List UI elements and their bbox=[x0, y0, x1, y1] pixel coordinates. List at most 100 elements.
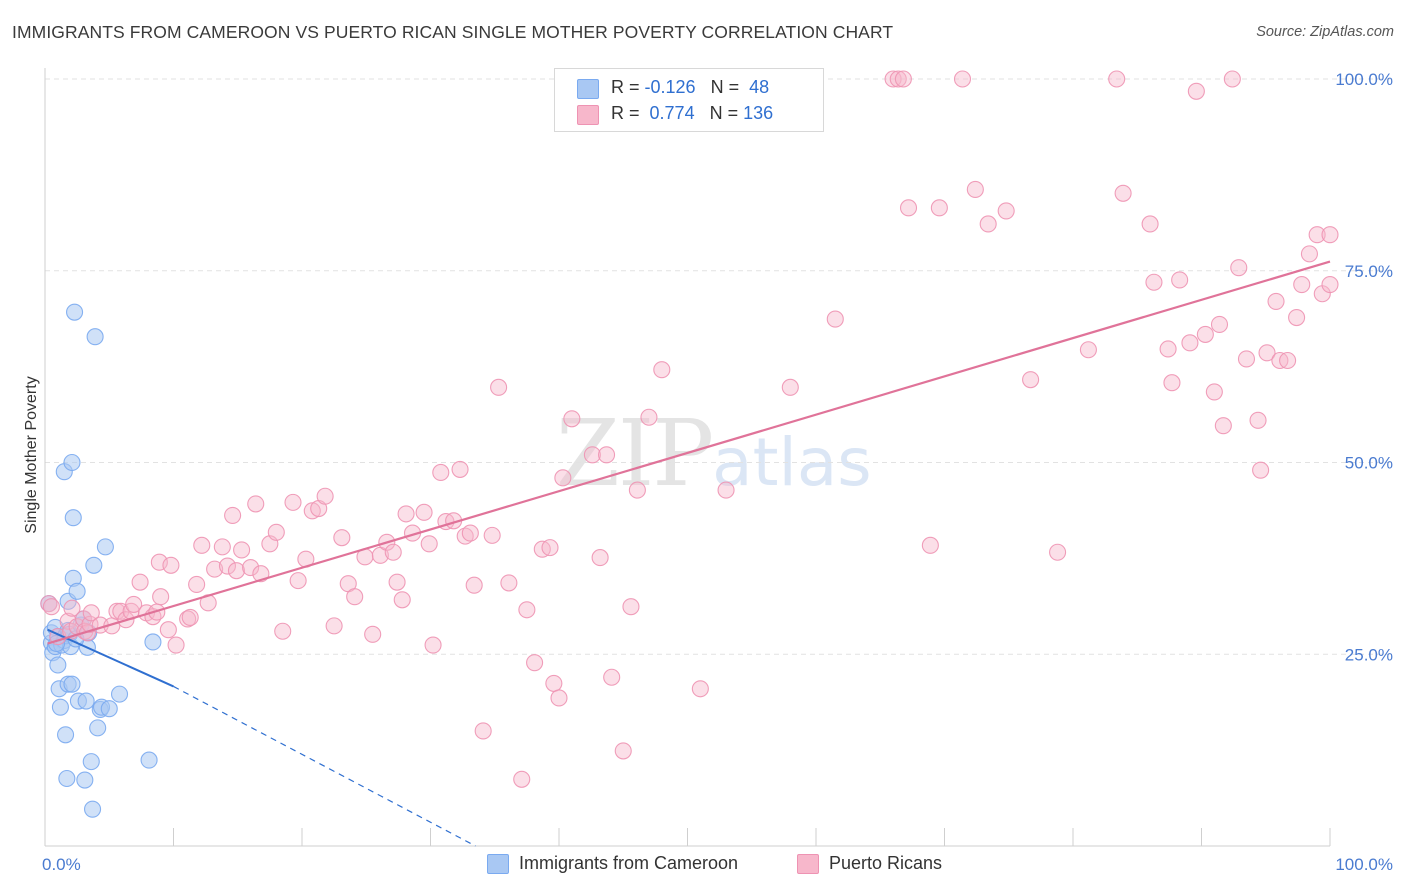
point-puerto-rican bbox=[550, 689, 568, 707]
bottom-legend-label: Puerto Ricans bbox=[829, 853, 943, 873]
point-puerto-rican bbox=[1187, 82, 1205, 100]
point-puerto-rican bbox=[247, 495, 265, 513]
trend-line-cameroon bbox=[47, 628, 174, 688]
point-puerto-rican bbox=[384, 543, 402, 561]
point-cameroon bbox=[76, 771, 94, 789]
point-puerto-rican bbox=[181, 608, 199, 626]
point-puerto-rican bbox=[513, 770, 531, 788]
point-puerto-rican bbox=[597, 446, 616, 464]
point-puerto-rican bbox=[432, 463, 450, 482]
point-puerto-rican bbox=[224, 506, 242, 524]
point-puerto-rican bbox=[921, 536, 939, 554]
point-puerto-rican bbox=[465, 576, 483, 594]
point-puerto-rican bbox=[1267, 292, 1285, 310]
point-puerto-rican bbox=[42, 598, 60, 616]
point-puerto-rican bbox=[333, 529, 351, 547]
point-puerto-rican bbox=[603, 668, 621, 686]
point-puerto-rican bbox=[1300, 245, 1318, 263]
point-cameroon bbox=[64, 509, 82, 527]
point-puerto-rican bbox=[1223, 70, 1241, 88]
legend-n-value: 136 bbox=[743, 103, 774, 123]
point-puerto-rican bbox=[1159, 340, 1177, 358]
point-puerto-rican bbox=[1321, 276, 1339, 294]
legend-r-value: 0.774 bbox=[649, 103, 695, 123]
point-cameroon bbox=[58, 769, 76, 788]
point-puerto-rican bbox=[953, 70, 972, 88]
point-puerto-rican bbox=[1308, 226, 1326, 244]
point-cameroon bbox=[49, 656, 67, 674]
point-puerto-rican bbox=[1293, 276, 1311, 294]
legend-n-label: N = bbox=[710, 77, 745, 97]
x-tick-label: 0.0% bbox=[42, 855, 81, 874]
y-tick-label: 75.0% bbox=[1345, 262, 1393, 281]
point-puerto-rican bbox=[284, 493, 302, 511]
bottom-swatch-puerto-rican bbox=[797, 854, 819, 874]
point-puerto-rican bbox=[997, 202, 1015, 220]
point-cameroon bbox=[144, 633, 162, 651]
point-puerto-rican bbox=[614, 742, 632, 760]
point-puerto-rican bbox=[267, 523, 285, 541]
point-puerto-rican bbox=[227, 562, 246, 580]
point-puerto-rican bbox=[717, 481, 735, 499]
point-puerto-rican bbox=[188, 575, 206, 594]
point-puerto-rican bbox=[583, 446, 601, 464]
point-puerto-rican bbox=[131, 573, 149, 591]
point-cameroon bbox=[140, 751, 158, 769]
point-puerto-rican bbox=[159, 621, 177, 639]
axes bbox=[44, 68, 1331, 847]
legend-swatch-cameroon bbox=[577, 79, 599, 99]
legend-n-label: N = bbox=[709, 103, 744, 123]
point-puerto-rican bbox=[218, 557, 237, 575]
point-cameroon bbox=[110, 685, 129, 703]
y-tick-label: 25.0% bbox=[1345, 645, 1393, 664]
point-puerto-rican bbox=[1181, 334, 1199, 352]
trend-line-cameroon-extension bbox=[173, 685, 476, 847]
point-puerto-rican bbox=[40, 595, 58, 613]
point-cameroon bbox=[89, 719, 107, 737]
point-puerto-rican bbox=[242, 559, 260, 577]
point-puerto-rican bbox=[622, 598, 640, 616]
point-puerto-rican bbox=[541, 539, 559, 557]
point-puerto-rican bbox=[1163, 374, 1181, 392]
point-puerto-rican bbox=[889, 70, 907, 88]
point-puerto-rican bbox=[1141, 215, 1159, 233]
point-puerto-rican bbox=[213, 538, 231, 556]
point-puerto-rican bbox=[474, 722, 492, 740]
legend-r-label: R = bbox=[611, 77, 645, 97]
point-puerto-rican bbox=[894, 70, 912, 88]
trend-lines bbox=[47, 260, 1331, 847]
point-puerto-rican bbox=[420, 535, 438, 553]
point-puerto-rican bbox=[1237, 350, 1256, 368]
point-puerto-rican bbox=[884, 70, 902, 88]
point-puerto-rican bbox=[691, 680, 709, 698]
legend-r-label: R = bbox=[611, 103, 645, 123]
trend-line-puerto-rican bbox=[47, 260, 1331, 645]
point-cameroon bbox=[68, 582, 86, 600]
point-puerto-rican bbox=[1049, 543, 1067, 561]
point-puerto-rican bbox=[162, 556, 180, 574]
point-puerto-rican bbox=[500, 574, 518, 592]
point-puerto-rican bbox=[456, 527, 474, 545]
point-cameroon bbox=[82, 753, 100, 771]
point-cameroon bbox=[63, 453, 81, 472]
point-puerto-rican bbox=[1321, 226, 1339, 244]
point-puerto-rican bbox=[1210, 315, 1229, 333]
point-puerto-rican bbox=[1022, 371, 1040, 389]
point-puerto-rican bbox=[899, 199, 918, 217]
point-puerto-rican bbox=[179, 610, 197, 628]
point-puerto-rican bbox=[966, 180, 984, 198]
point-puerto-rican bbox=[563, 410, 581, 428]
point-puerto-rican bbox=[125, 595, 143, 613]
y-tick-label: 50.0% bbox=[1345, 454, 1393, 473]
point-puerto-rican bbox=[826, 310, 844, 328]
point-puerto-rican bbox=[303, 502, 321, 520]
series-puerto-rican-points bbox=[40, 70, 1339, 788]
point-puerto-rican bbox=[316, 487, 334, 505]
point-puerto-rican bbox=[591, 549, 609, 567]
point-puerto-rican bbox=[274, 622, 292, 640]
bottom-swatch-cameroon bbox=[487, 854, 509, 874]
legend-r-value: -0.126 bbox=[644, 77, 696, 97]
tick-labels: 25.0% 50.0% 75.0% 100.0% 0.0% 100.0% bbox=[42, 70, 1393, 874]
series-cameroon-points bbox=[40, 303, 162, 818]
point-puerto-rican bbox=[451, 460, 469, 478]
